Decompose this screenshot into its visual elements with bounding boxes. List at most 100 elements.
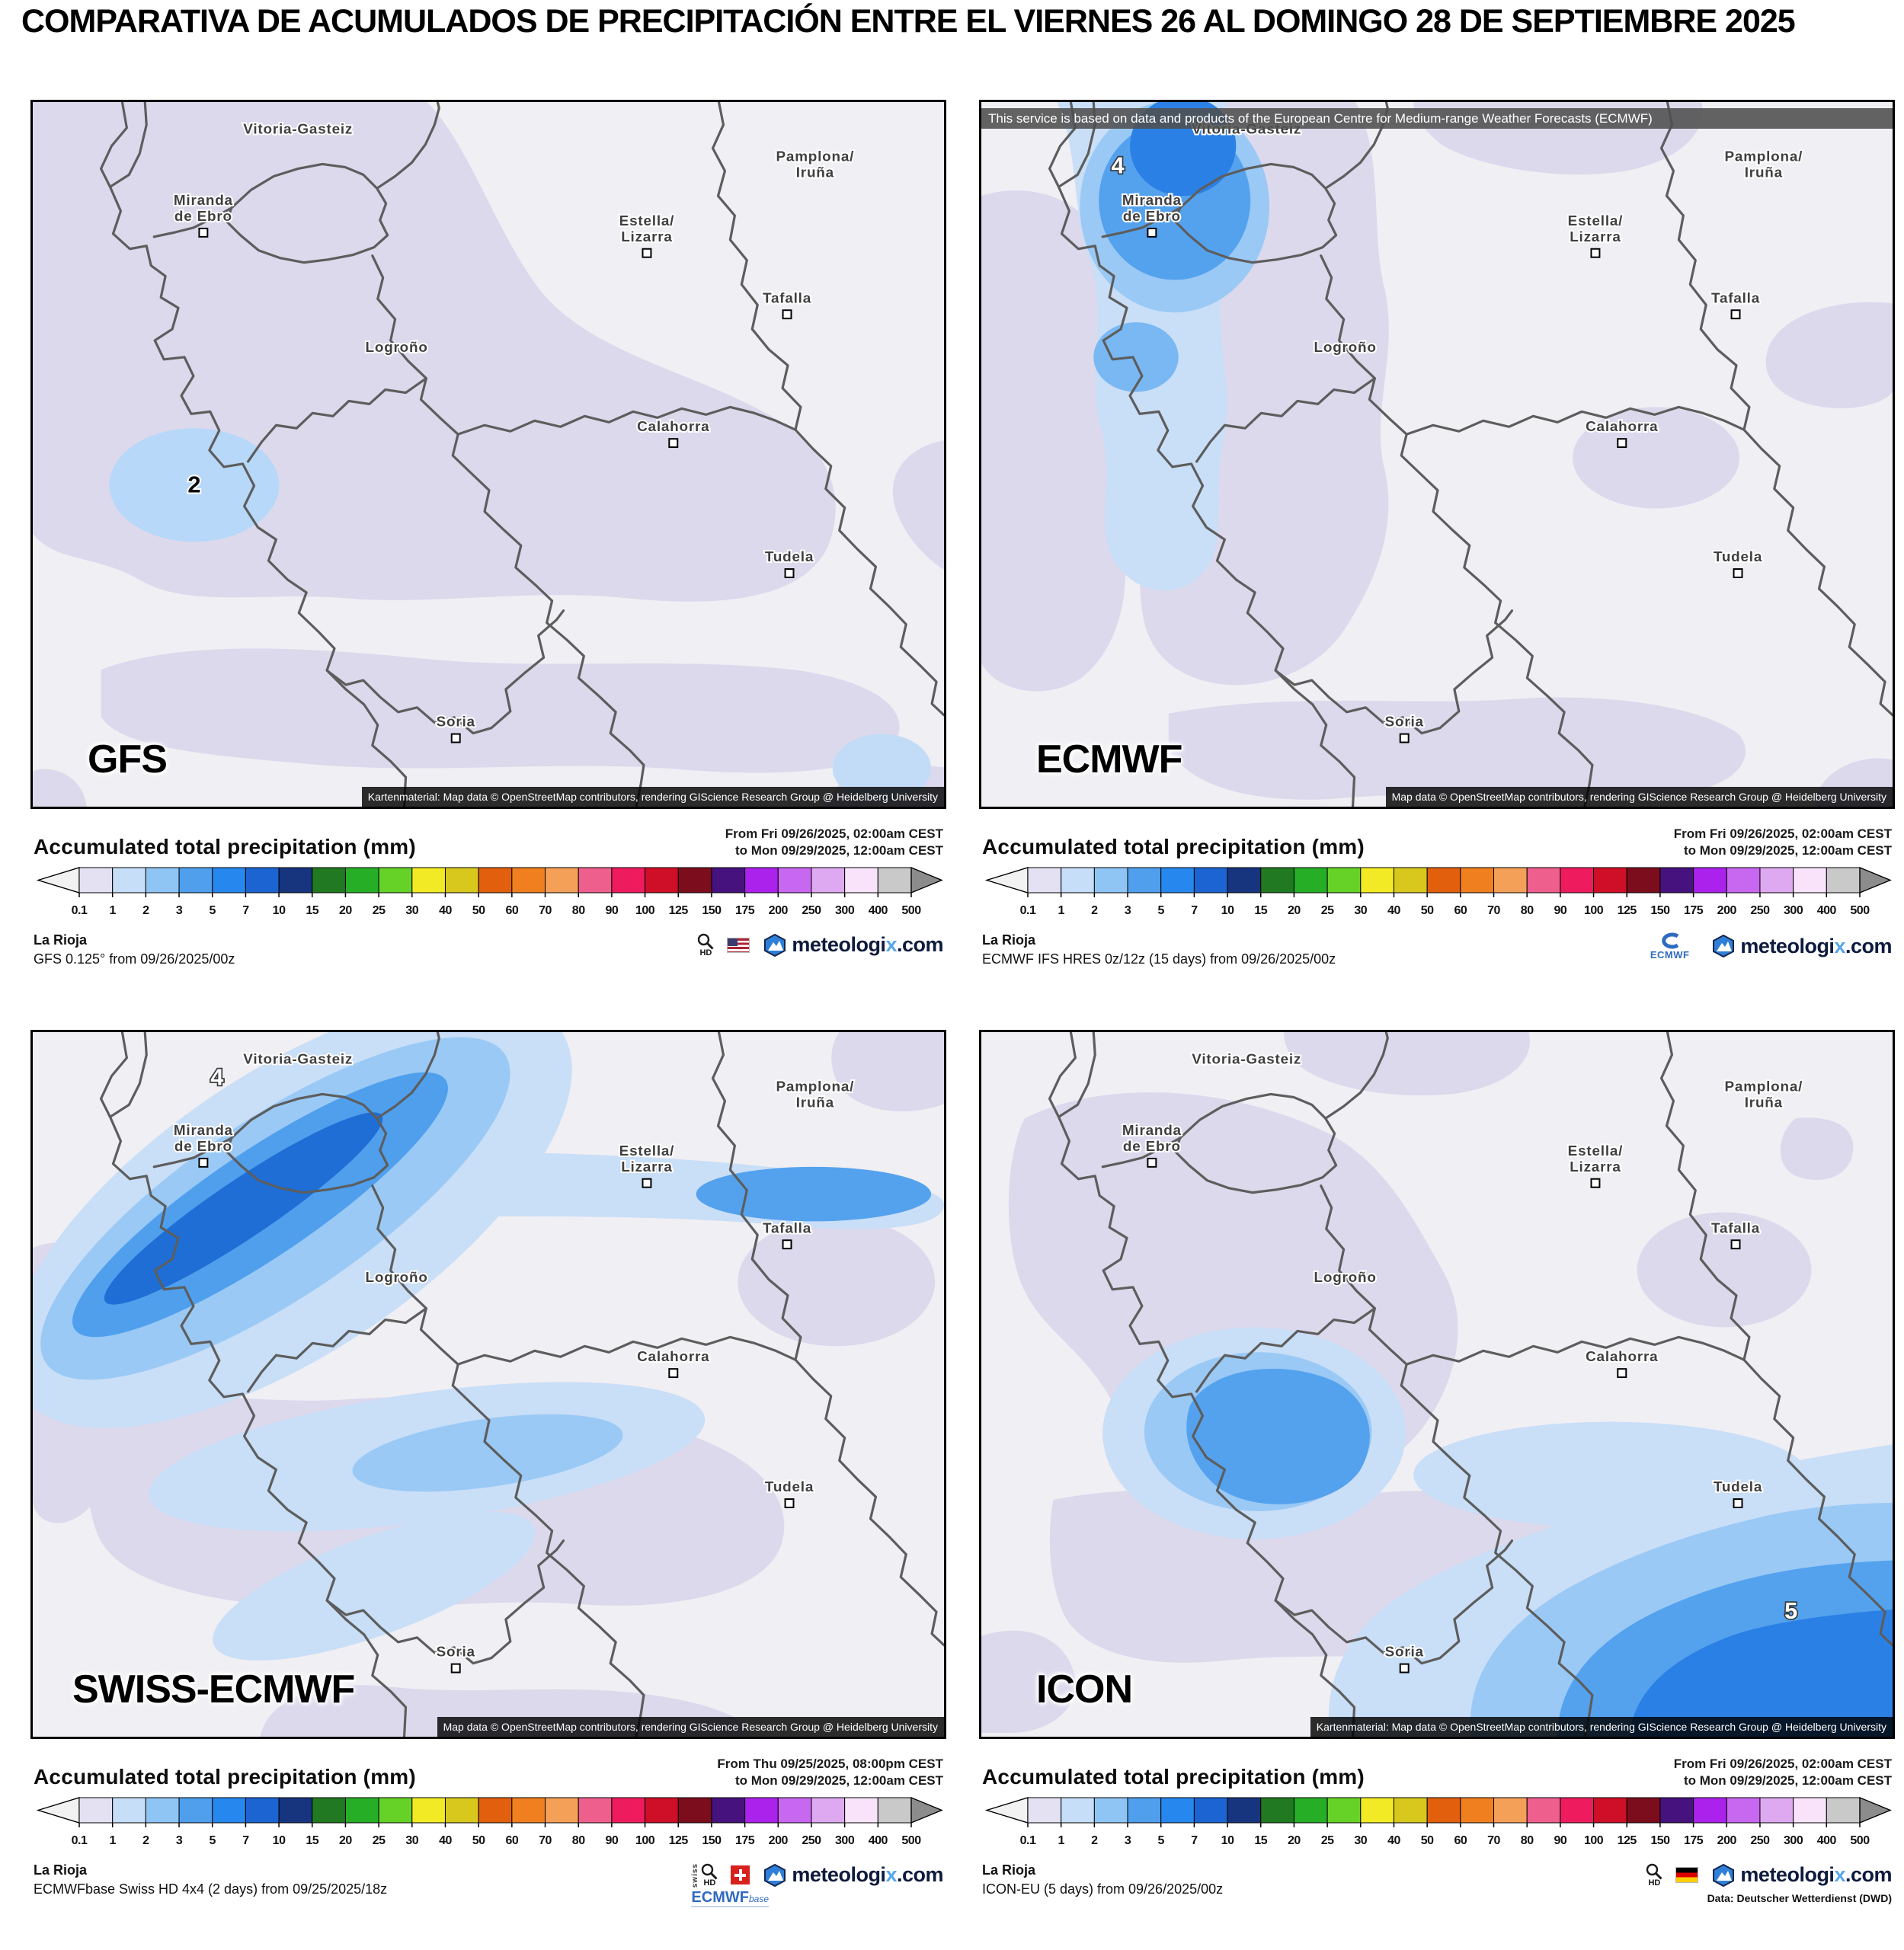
svg-text:25: 25	[373, 904, 386, 917]
svg-text:80: 80	[572, 1834, 585, 1847]
svg-text:400: 400	[1817, 1834, 1837, 1847]
svg-text:Lizarra: Lizarra	[621, 1159, 673, 1175]
value-labels: 2	[186, 470, 202, 500]
svg-text:2: 2	[1091, 904, 1098, 917]
svg-text:1: 1	[1058, 904, 1064, 917]
magnifier-hd-icon: HD	[1645, 1862, 1663, 1888]
svg-text:Tudela: Tudela	[765, 549, 814, 565]
legend-dates: From Fri 09/26/2025, 02:00am CEST to Mon …	[1673, 826, 1892, 858]
svg-text:Iruña: Iruña	[796, 1095, 834, 1111]
legend-dates: From Fri 09/26/2025, 02:00am CEST to Mon …	[1673, 1757, 1892, 1789]
svg-text:500: 500	[1850, 904, 1870, 917]
svg-text:10: 10	[1221, 1834, 1234, 1847]
svg-text:70: 70	[539, 904, 552, 917]
model-name-ecmwf: ECMWF	[1036, 737, 1182, 782]
precip-colorbar: 0.1 1 2 3 5 7 10 15 20 25 30 40 50 60 70 80 90 100 125 150 1…	[36, 1797, 943, 1847]
svg-text:400: 400	[869, 904, 888, 917]
svg-text:80: 80	[1521, 904, 1534, 917]
svg-text:20: 20	[1288, 904, 1301, 917]
svg-text:Estella/: Estella/	[1568, 213, 1624, 229]
svg-text:300: 300	[835, 904, 855, 917]
svg-text:150: 150	[1650, 904, 1670, 917]
svg-text:40: 40	[1387, 904, 1400, 917]
svg-text:Soria: Soria	[437, 714, 475, 730]
svg-text:Soria: Soria	[437, 1645, 475, 1661]
svg-text:25: 25	[1321, 904, 1334, 917]
svg-text:250: 250	[802, 1834, 821, 1847]
svg-text:Vitoria-Gasteiz: Vitoria-Gasteiz	[243, 1052, 353, 1068]
svg-text:30: 30	[1354, 904, 1367, 917]
svg-text:60: 60	[1454, 904, 1467, 917]
model-name-icon: ICON	[1036, 1667, 1133, 1712]
svg-text:Soria: Soria	[1385, 714, 1424, 730]
svg-text:200: 200	[769, 904, 789, 917]
svg-text:20: 20	[1288, 1834, 1301, 1847]
svg-text:175: 175	[1684, 904, 1704, 917]
svg-text:2: 2	[1091, 1834, 1098, 1847]
svg-text:5: 5	[1158, 1834, 1165, 1847]
svg-text:25: 25	[1321, 1834, 1334, 1847]
legend-title: Accumulated total precipitation (mm)	[982, 835, 1365, 858]
svg-text:2: 2	[142, 904, 149, 917]
svg-text:90: 90	[1554, 904, 1566, 917]
svg-text:250: 250	[1750, 904, 1770, 917]
svg-text:de Ebro: de Ebro	[174, 1139, 232, 1155]
legend-title: Accumulated total precipitation (mm)	[34, 1765, 416, 1789]
svg-text:Miranda: Miranda	[1122, 193, 1182, 209]
svg-text:Miranda: Miranda	[174, 1123, 233, 1139]
legend-dates: From Thu 09/25/2025, 08:00pm CEST to Mon …	[717, 1757, 943, 1789]
svg-text:500: 500	[1850, 1834, 1870, 1847]
map-attribution: Map data © OpenStreetMap contributors, r…	[1385, 787, 1893, 807]
svg-text:Logroño: Logroño	[1314, 340, 1377, 356]
svg-text:500: 500	[901, 904, 921, 917]
svg-text:400: 400	[1817, 904, 1837, 917]
svg-text:20: 20	[339, 1834, 352, 1847]
svg-text:Logroño: Logroño	[366, 340, 428, 356]
svg-text:10: 10	[1221, 904, 1234, 917]
model-run-line: GFS 0.125° from 09/26/2025/00z	[34, 951, 235, 967]
svg-text:15: 15	[306, 904, 318, 917]
precip-shading-gfs	[33, 102, 944, 807]
map-gfs: Vitoria-Gasteiz Pamplona/Iruña Miranda de E…	[30, 100, 946, 809]
svg-text:125: 125	[669, 1834, 689, 1847]
svg-text:5: 5	[210, 1834, 216, 1847]
svg-text:Calahorra: Calahorra	[1586, 419, 1658, 435]
svg-text:175: 175	[735, 904, 755, 917]
svg-text:15: 15	[306, 1834, 318, 1847]
panel-swiss-ecmwf: Vitoria-Gasteiz Pamplona/Iruña Miranda de E…	[30, 1030, 946, 1908]
svg-text:400: 400	[869, 1834, 888, 1847]
svg-text:175: 175	[735, 1834, 755, 1847]
svg-text:Calahorra: Calahorra	[637, 419, 709, 435]
svg-text:70: 70	[1487, 904, 1500, 917]
svg-text:Pamplona/: Pamplona/	[1725, 149, 1803, 165]
svg-text:5: 5	[1784, 1597, 1797, 1624]
svg-text:0.1: 0.1	[72, 904, 88, 917]
svg-text:Estella/: Estella/	[619, 213, 675, 229]
svg-text:Tafalla: Tafalla	[1711, 1220, 1760, 1236]
meteologix-logo: meteologix.com	[1710, 935, 1893, 958]
svg-text:7: 7	[242, 1834, 249, 1847]
svg-text:3: 3	[1125, 1834, 1131, 1847]
svg-text:150: 150	[1650, 1834, 1670, 1847]
svg-text:4: 4	[1112, 152, 1125, 178]
ecmwf-logo: ECMWF	[1650, 932, 1690, 960]
ecmwf-service-bar: This service is based on data and produc…	[981, 108, 1893, 129]
svg-text:70: 70	[1487, 1834, 1500, 1847]
meteologix-icon	[1713, 935, 1735, 958]
svg-text:25: 25	[373, 1834, 386, 1847]
map-attribution: Kartenmaterial: Map data © OpenStreetMap…	[1310, 1717, 1893, 1737]
svg-text:7: 7	[242, 904, 249, 917]
svg-text:10: 10	[273, 1834, 286, 1847]
svg-text:Pamplona/: Pamplona/	[776, 1079, 855, 1095]
svg-text:Miranda: Miranda	[1122, 1123, 1182, 1139]
svg-text:2: 2	[187, 472, 200, 498]
legend-dates: From Fri 09/26/2025, 02:00am CEST to Mon …	[725, 826, 943, 858]
svg-text:125: 125	[669, 904, 689, 917]
svg-text:de Ebro: de Ebro	[1123, 209, 1181, 225]
precip-shading-icon	[981, 1032, 1893, 1737]
panel-gfs: Vitoria-Gasteiz Pamplona/Iruña Miranda de E…	[30, 100, 946, 967]
model-run-line: ECMWF IFS HRES 0z/12z (15 days) from 09/…	[982, 951, 1336, 967]
svg-text:Tudela: Tudela	[1714, 1479, 1762, 1495]
